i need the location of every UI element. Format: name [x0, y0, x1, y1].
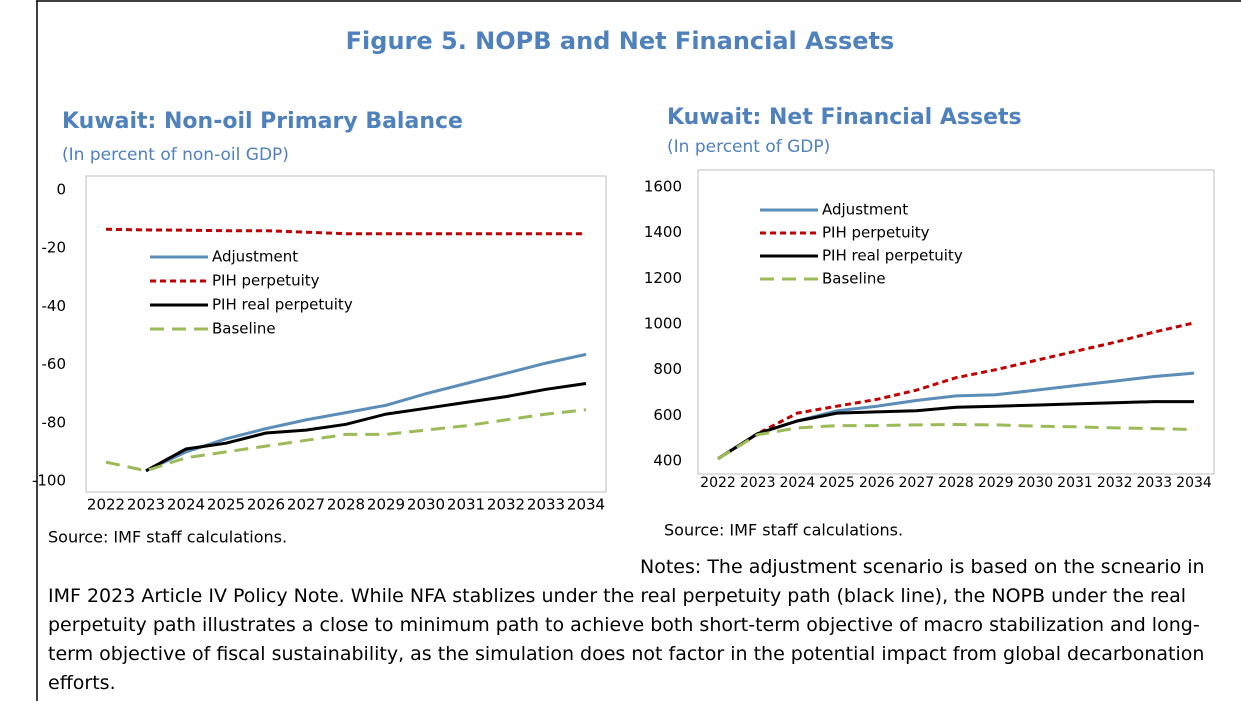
x-tick-label: 2029: [367, 496, 405, 514]
legend-label: PIH real perpetuity: [212, 296, 353, 314]
series-line: [717, 321, 1195, 460]
y-tick-label: 0: [56, 181, 66, 199]
y-tick-label: -40: [42, 297, 67, 315]
chart-title: Kuwait: Net Financial Assets: [667, 105, 1022, 130]
x-tick-label: 2033: [1137, 475, 1173, 491]
legend-label: PIH real perpetuity: [822, 247, 963, 265]
x-tick-label: 2025: [819, 475, 855, 491]
series-line: [717, 400, 1194, 460]
y-tick-label: -20: [42, 239, 67, 257]
x-tick-label: 2027: [899, 475, 935, 491]
series-line: [145, 382, 587, 473]
series-line: [145, 352, 587, 473]
figure-title: Figure 5. NOPB and Net Financial Assets: [346, 27, 895, 55]
y-tick-label: -80: [42, 413, 67, 431]
x-tick-label: 2023: [127, 496, 165, 514]
x-tick-label: 2034: [1176, 475, 1212, 491]
x-tick-label: 2033: [527, 496, 565, 514]
chart-subtitle: (In percent of non-oil GDP): [62, 145, 289, 165]
x-tick-label: 2023: [740, 475, 776, 491]
x-tick-label: 2030: [407, 496, 445, 514]
x-tick-label: 2022: [700, 475, 736, 491]
y-tick-label: 600: [653, 406, 682, 424]
y-tick-label: 1400: [644, 223, 682, 241]
source: Source: IMF staff calculations.: [664, 521, 903, 540]
y-tick-label: 400: [653, 452, 682, 470]
legend-label: Adjustment: [822, 201, 908, 219]
plot-frame: [85, 175, 607, 493]
legend-label: Baseline: [822, 270, 886, 288]
x-tick-label: 2022: [87, 496, 125, 514]
x-tick-label: 2030: [1018, 475, 1054, 491]
y-tick-label: 1200: [644, 269, 682, 287]
x-tick-label: 2024: [167, 496, 205, 514]
y-tick-label: 1600: [644, 178, 682, 196]
series-line: [105, 408, 587, 473]
x-tick-label: 2028: [938, 475, 974, 491]
x-tick-label: 2034: [567, 496, 605, 514]
chart-title: Kuwait: Non-oil Primary Balance: [62, 109, 463, 134]
x-tick-label: 2028: [327, 496, 365, 514]
source: Source: IMF staff calculations.: [48, 528, 287, 547]
x-tick-label: 2032: [1097, 475, 1133, 491]
x-tick-label: 2029: [978, 475, 1014, 491]
x-tick-label: 2027: [287, 496, 325, 514]
y-tick-label: 1000: [644, 315, 682, 333]
x-tick-label: 2032: [487, 496, 525, 514]
x-tick-label: 2024: [780, 475, 816, 491]
legend-label: PIH perpetuity: [822, 224, 930, 242]
series-line: [105, 227, 586, 236]
x-tick-label: 2031: [1057, 475, 1093, 491]
legend-label: Adjustment: [212, 248, 298, 266]
x-tick-label: 2025: [207, 496, 245, 514]
series-line: [717, 422, 1195, 460]
y-tick-label: 800: [653, 360, 682, 378]
x-tick-label: 2031: [447, 496, 485, 514]
chart-subtitle: (In percent of GDP): [667, 137, 830, 157]
y-tick-label: -60: [42, 355, 67, 373]
notes: Notes: The adjustment scenario is based …: [48, 556, 1205, 694]
x-tick-label: 2026: [859, 475, 895, 491]
legend-label: PIH perpetuity: [212, 272, 320, 290]
plot-frame: [697, 169, 1215, 475]
y-tick-label: -100: [32, 472, 66, 490]
legend-label: Baseline: [212, 320, 276, 338]
x-tick-label: 2026: [247, 496, 285, 514]
